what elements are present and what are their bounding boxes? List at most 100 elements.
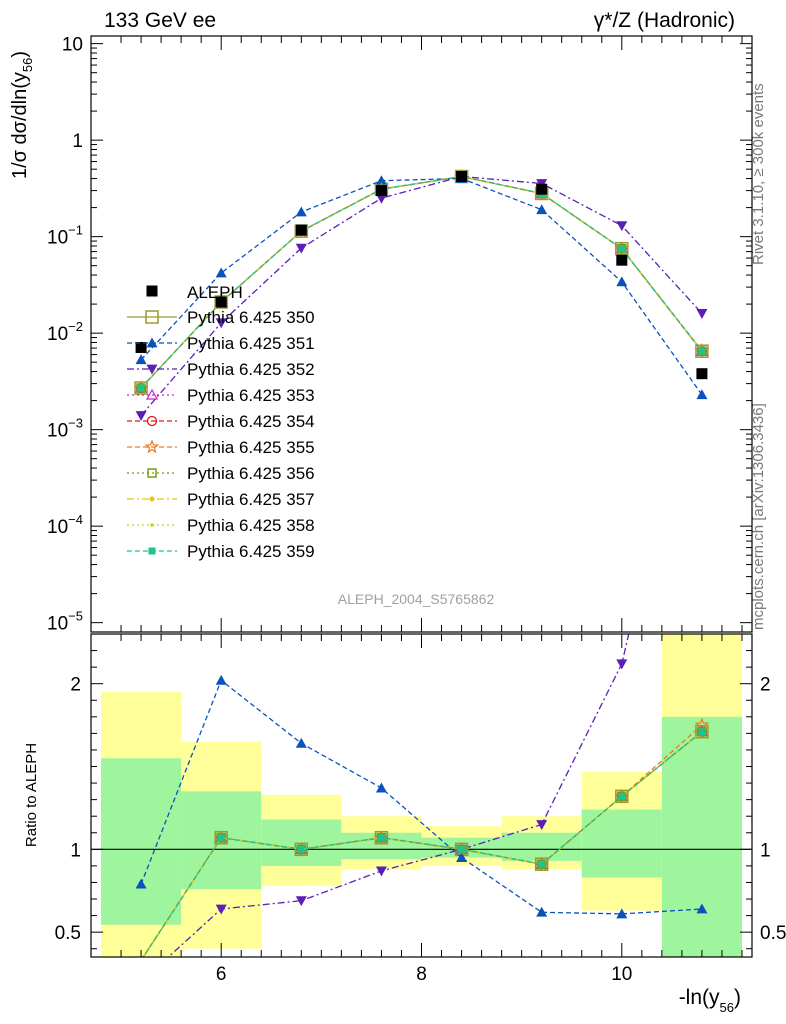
ratio-point-p351-1	[215, 674, 227, 685]
point-p351-3	[375, 175, 387, 186]
legend-marker-p353	[145, 388, 159, 400]
legend-label-p358: Pythia 6.425 358	[187, 516, 315, 535]
point-p351-7	[696, 389, 708, 400]
point-aleph-1	[215, 296, 227, 308]
ratio-point-p359-5	[538, 860, 546, 868]
main-ytick-label: 10−5	[47, 609, 83, 635]
point-p351-0	[135, 354, 147, 365]
point-p351-1	[215, 267, 227, 278]
ratio-point-p351-4	[456, 852, 468, 863]
legend-label-p350: Pythia 6.425 350	[187, 308, 315, 327]
legend-marker-p358	[150, 523, 154, 527]
x-axis-label: -ln(y56)	[679, 986, 741, 1015]
ratio-ytick-label: 1	[70, 840, 81, 861]
header-left: 133 GeV ee	[104, 9, 216, 32]
point-p356-6	[617, 243, 627, 254]
ratio-point-p352-5	[536, 820, 548, 830]
axes: 10−5 10−4 10−3 10−2 10−1 1 10 0.5 0.5 1 1 2 2 6 8 10	[47, 35, 786, 985]
main-ytick-label: 10−4	[47, 512, 83, 538]
series-line-p351	[140, 177, 703, 396]
ratio-point-p359-4	[458, 845, 466, 853]
point-aleph-3	[375, 185, 387, 197]
ratio-point-p351-3	[375, 782, 387, 793]
point-p352-2	[295, 243, 307, 254]
xtick-label: 8	[416, 964, 427, 985]
ratio-ytick-label-right: 1	[760, 840, 771, 861]
band-inner-6	[581, 809, 662, 878]
point-p359-7	[698, 347, 706, 355]
legend-label-p356: Pythia 6.425 356	[187, 464, 315, 483]
side-label-bottom: mcplots.cern.ch [arXiv:1306.3436]	[750, 403, 767, 630]
series-line-p352	[140, 175, 703, 416]
point-p351-2	[295, 206, 307, 217]
point-p359-0	[137, 384, 145, 392]
ratio-point-p356-7	[697, 726, 707, 737]
band-inner-7	[661, 716, 742, 957]
main-ytick-label: 10	[62, 35, 83, 56]
main-ylabel: 1/σ dσ/dln(y56)	[9, 51, 35, 179]
point-aleph-2	[295, 224, 307, 236]
ratio-series	[135, 634, 710, 957]
ratio-point-p351-0	[135, 878, 147, 889]
ratio-point-p359-2	[297, 845, 305, 853]
ratio-point-p359-3	[377, 834, 385, 842]
plot-layer	[133, 168, 710, 957]
point-aleph-5	[536, 183, 548, 195]
ratio-point-p356-5	[536, 859, 547, 869]
legend-label-p351: Pythia 6.425 351	[187, 334, 315, 353]
legend-marker-p354	[146, 415, 158, 427]
ratio-point-p352-1	[215, 904, 227, 915]
main-ytick-label: 10−2	[47, 319, 83, 345]
legend-label-p357: Pythia 6.425 357	[187, 490, 315, 509]
ratio-point-p359-6	[618, 792, 626, 800]
point-p356-7	[697, 346, 707, 356]
ratio-point-p351-5	[536, 906, 548, 917]
legend-label-p359: Pythia 6.425 359	[187, 542, 315, 561]
legend-label-p355: Pythia 6.425 355	[187, 438, 315, 457]
legend-marker-p357	[149, 496, 155, 502]
point-aleph-7	[696, 368, 708, 380]
legend: ALEPH Pythia 6.425 350 Pythia 6.425 351 Pyt…	[127, 283, 315, 561]
ratio-ylabel: Ratio to ALEPH	[23, 743, 40, 847]
ratio-point-p352-6	[616, 659, 628, 670]
ratio-point-p351-7	[696, 903, 708, 914]
series-line-p359	[140, 175, 703, 389]
legend-label-p352: Pythia 6.425 352	[187, 360, 315, 379]
legend-label-aleph: ALEPH	[187, 283, 243, 302]
ratio-ytick-label: 0.5	[55, 923, 81, 944]
main-ytick-label: 10−3	[47, 416, 83, 442]
ratio-line-p359	[142, 731, 703, 957]
point-p352-3	[375, 193, 387, 204]
point-aleph-0	[135, 341, 147, 353]
point-p356-0	[136, 383, 146, 393]
point-aleph-4	[456, 170, 468, 182]
point-p351-5	[536, 204, 548, 215]
point-p351-6	[616, 276, 628, 287]
ratio-line-p351	[140, 679, 702, 915]
ratio-point-p352-2	[295, 896, 307, 907]
ratio-point-p359-7	[698, 728, 706, 736]
point-aleph-6	[616, 254, 628, 266]
xtick-label: 10	[611, 964, 632, 985]
ratio-ytick-label-right: 0.5	[760, 923, 786, 944]
xtick-label: 6	[216, 964, 227, 985]
point-p352-0	[135, 411, 147, 422]
point-p352-1	[215, 318, 227, 329]
ratio-point-p359-1	[217, 834, 225, 842]
main-ytick-label: 1	[72, 131, 83, 152]
watermark: ALEPH_2004_S5765862	[338, 591, 495, 607]
ratio-point-p356-6	[617, 791, 627, 802]
ratio-line-p352	[167, 634, 630, 957]
main-series	[133, 168, 710, 422]
band-inner-5	[501, 832, 582, 861]
header-right: γ*/Z (Hadronic)	[594, 9, 735, 32]
legend-marker-p355	[144, 439, 160, 454]
ratio-point-p351-2	[295, 737, 307, 748]
legend-label-p353: Pythia 6.425 353	[187, 386, 315, 405]
legend-label-p354: Pythia 6.425 354	[187, 412, 315, 431]
ratio-point-p351-6	[616, 908, 628, 919]
legend-marker-p351	[146, 337, 158, 348]
point-p359-6	[618, 245, 626, 253]
ratio-point-p352-3	[375, 866, 387, 877]
legend-marker-p359	[148, 547, 156, 555]
